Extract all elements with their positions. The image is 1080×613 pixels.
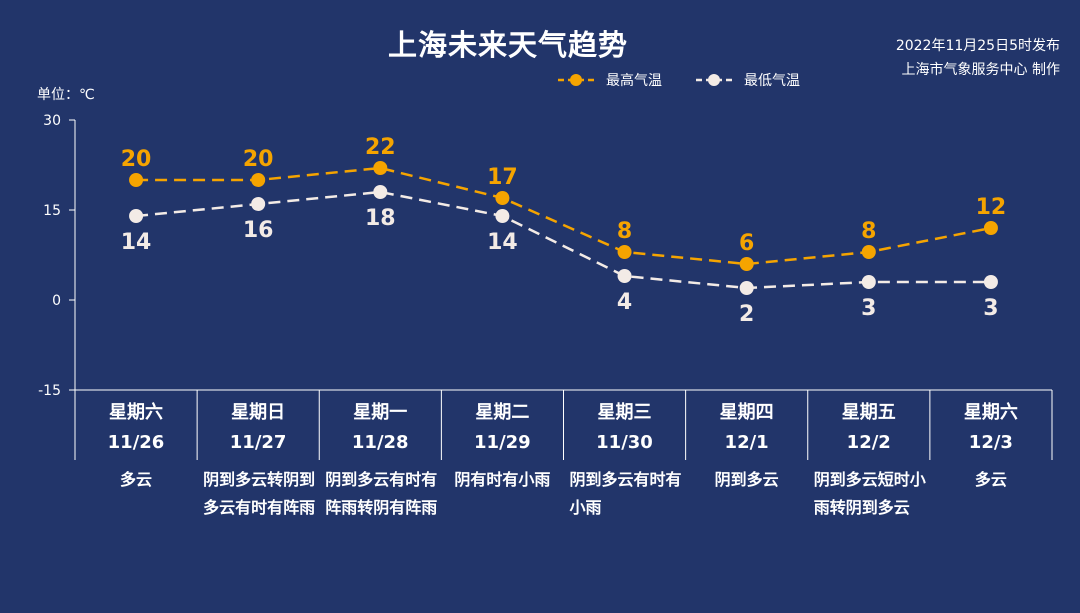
high-temp-label: 12: [976, 195, 1007, 220]
y-tick-label: 0: [52, 293, 61, 309]
chart-legend: 最高气温 最低气温: [558, 70, 800, 90]
day-weather: 阴有时有小雨: [454, 470, 551, 489]
high-temp-point: [983, 221, 998, 235]
day-date: 11/28: [351, 432, 409, 453]
low-temp-label: 3: [861, 296, 876, 321]
low-temp-label: 18: [365, 206, 396, 231]
day-weather: 多云: [119, 470, 152, 489]
high-temp-label: 20: [243, 147, 274, 172]
low-temp-point: [251, 197, 266, 211]
y-tick-label: -15: [38, 383, 61, 399]
high-temp-point: [251, 173, 266, 187]
low-temp-point: [129, 209, 144, 223]
day-date: 12/1: [724, 432, 769, 453]
day-header: 星期二 11/29: [441, 398, 563, 458]
high-temp-point: [861, 245, 876, 259]
high-temp-label: 20: [121, 147, 152, 172]
low-temp-point: [617, 269, 632, 283]
day-weekday: 星期日: [231, 402, 286, 423]
page-title: 上海未来天气趋势: [387, 28, 628, 62]
day-date: 11/27: [229, 432, 287, 453]
low-temp-point: [861, 275, 876, 289]
day-header: 星期五 12/2: [808, 398, 930, 458]
day-weekday: 星期一: [353, 402, 408, 423]
high-temp-label: 17: [487, 165, 518, 190]
day-date: 12/3: [968, 432, 1013, 453]
day-header: 星期一 11/28: [319, 398, 441, 458]
day-weekday: 星期二: [475, 402, 530, 423]
high-temp-point: [739, 257, 754, 271]
day-weekday: 星期六: [963, 402, 1018, 423]
day-header: 星期六 12/3: [930, 398, 1052, 458]
low-temp-point: [495, 209, 510, 223]
legend-label-high: 最高气温: [606, 73, 662, 89]
day-date: 11/26: [107, 432, 165, 453]
issue-time: 2022年11月25日5时发布: [895, 38, 1060, 54]
legend-item-high: 最高气温: [558, 70, 662, 90]
high-temp-point: [495, 191, 510, 205]
y-tick-label: 15: [43, 203, 61, 219]
low-temp-label: 14: [487, 230, 518, 255]
day-weekday: 星期五: [841, 402, 896, 423]
day-date: 11/29: [474, 432, 531, 453]
low-temp-label: 3: [983, 296, 998, 321]
low-temp-line: [135, 190, 991, 290]
day-weather: 多云: [974, 470, 1007, 489]
low-temp-point: [373, 185, 388, 199]
high-temp-label: 22: [365, 135, 396, 160]
day-header: 星期六 11/26: [75, 398, 197, 458]
high-temp-label: 6: [739, 231, 754, 256]
high-temp-label: 8: [617, 219, 632, 244]
low-temp-label: 2: [739, 302, 754, 327]
day-date: 12/2: [846, 432, 891, 453]
day-weather: 阴到多云有时有小雨: [569, 470, 682, 517]
low-temp-label: 16: [243, 218, 274, 243]
high-temp-point: [129, 173, 144, 187]
day-header: 星期日 11/27: [197, 398, 319, 458]
y-tick-label: 30: [43, 113, 61, 129]
day-weekday: 星期三: [597, 402, 652, 423]
low-temp-label: 14: [121, 230, 152, 255]
high-temp-line: [136, 166, 992, 266]
day-weather: 阴到多云有时有阵雨转阴有阵雨: [325, 470, 438, 517]
day-header: 星期三 11/30: [564, 398, 686, 458]
low-temp-point: [739, 281, 754, 295]
high-temp-label: 8: [861, 219, 876, 244]
legend-swatch-high: [558, 74, 594, 86]
day-weekday: 星期六: [109, 402, 163, 423]
day-date: 11/30: [596, 432, 653, 453]
issuer: 上海市气象服务中心 制作: [901, 62, 1060, 78]
day-weather: 阴到多云转阴到多云有时有阵雨: [203, 470, 316, 517]
legend-label-low: 最低气温: [744, 73, 800, 89]
issue-info: 2022年11月25日5时发布 上海市气象服务中心 制作: [896, 34, 1060, 82]
day-header: 星期四 12/1: [686, 398, 808, 458]
high-temp-point: [617, 245, 632, 259]
legend-item-low: 最低气温: [696, 70, 800, 90]
day-weather: 阴到多云: [714, 470, 779, 489]
high-temp-point: [373, 161, 388, 175]
low-temp-point: [983, 275, 998, 289]
day-weekday: 星期四: [719, 402, 774, 423]
legend-swatch-low: [696, 74, 732, 86]
unit-label: 单位：℃: [37, 87, 95, 103]
low-temp-label: 4: [617, 290, 632, 315]
day-weather: 阴到多云短时小雨转阴到多云: [813, 470, 926, 517]
